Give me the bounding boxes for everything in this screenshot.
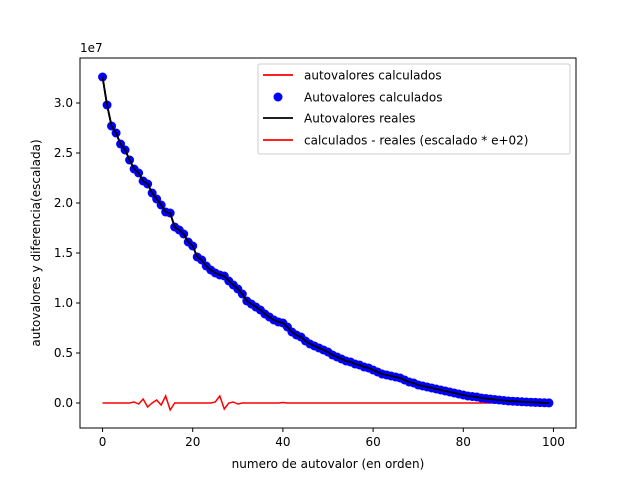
series-line-3 [102, 394, 549, 412]
legend: autovalores calculados Autovalores calcul… [257, 63, 571, 155]
x-axis: 0 20 40 60 80 100 [99, 428, 565, 449]
y-tick-label: 2.5 [54, 146, 73, 160]
y-offset-label: 1e7 [80, 41, 103, 55]
legend-marker [273, 92, 283, 102]
legend-label: autovalores calculados [304, 69, 442, 83]
y-tick-label: 0.5 [54, 346, 73, 360]
x-tick-label: 0 [99, 435, 107, 449]
legend-entries: autovalores calculados Autovalores calcul… [263, 69, 528, 148]
x-tick-label: 60 [365, 435, 380, 449]
axes-frame [79, 57, 577, 429]
y-axis-label: autovalores y diferencia(escalada) [29, 139, 43, 346]
legend-box [257, 63, 571, 155]
y-tick-label: 1.0 [54, 296, 73, 310]
y-tick-label: 2.0 [54, 196, 73, 210]
y-axis: 0.0 0.5 1.0 1.5 2.0 2.5 3.0 [54, 96, 80, 410]
x-tick-label: 80 [456, 435, 471, 449]
plot-area [98, 72, 554, 412]
y-tick-label: 1.5 [54, 246, 73, 260]
legend-label: Autovalores reales [304, 112, 416, 126]
series-layer [98, 72, 554, 412]
series-line-top-2 [101, 76, 549, 404]
y-tick-label: 0.0 [54, 396, 73, 410]
x-tick-label: 40 [275, 435, 290, 449]
legend-label: calculados - reales (escalado * e+02) [304, 134, 528, 148]
y-tick-label: 3.0 [54, 96, 73, 110]
x-tick-label: 100 [542, 435, 565, 449]
x-tick-label: 20 [185, 435, 200, 449]
legend-label: Autovalores calculados [304, 91, 443, 105]
x-axis-label: numero de autovalor (en orden) [232, 457, 425, 471]
